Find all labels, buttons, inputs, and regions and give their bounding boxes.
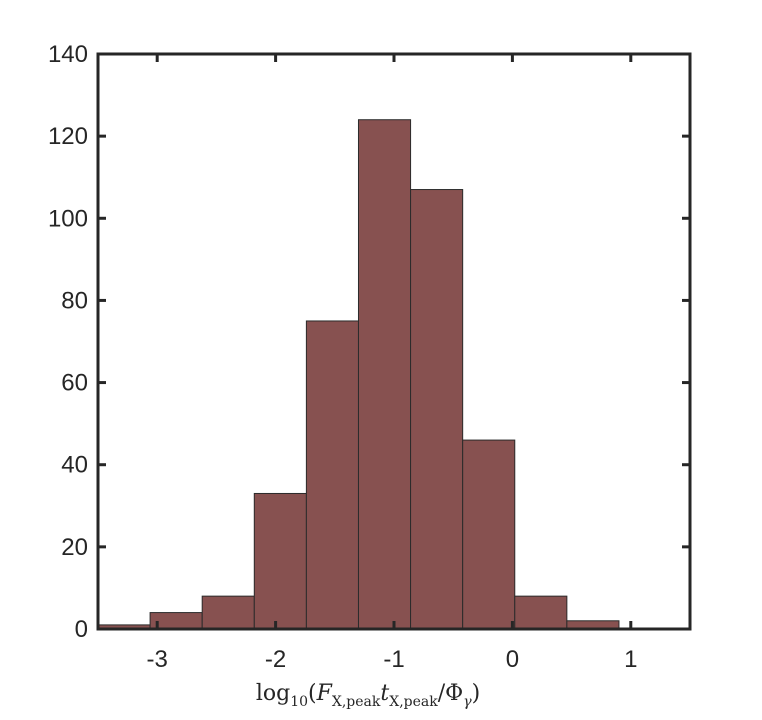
bars-group — [97, 119, 620, 630]
histogram-bar — [410, 189, 464, 630]
x-axis-label: log10(FX,peaktX,peak/Φγ) — [256, 681, 480, 710]
y-tick-label: 0 — [75, 616, 88, 643]
y-tick-label: 120 — [48, 123, 88, 150]
y-tick-label: 100 — [48, 205, 88, 232]
histogram-bar — [305, 320, 359, 630]
histogram-bar — [514, 595, 568, 630]
y-tick-label: 140 — [48, 41, 88, 68]
axes-box — [96, 52, 692, 631]
histogram-bar — [253, 492, 307, 630]
y-tick-label: 80 — [61, 287, 88, 314]
x-tick-label: 1 — [624, 646, 637, 673]
y-tick-label: 20 — [61, 534, 88, 561]
x-tick-label: -3 — [147, 646, 168, 673]
histogram-bar — [462, 439, 516, 630]
histogram-bar — [357, 119, 412, 630]
y-tick-label: 40 — [61, 452, 88, 479]
histogram-bar — [201, 595, 255, 630]
x-tick-label: 0 — [506, 646, 519, 673]
y-tick-label: 60 — [61, 370, 88, 397]
x-tick-label: -1 — [383, 646, 404, 673]
x-tick-label: -2 — [265, 646, 286, 673]
